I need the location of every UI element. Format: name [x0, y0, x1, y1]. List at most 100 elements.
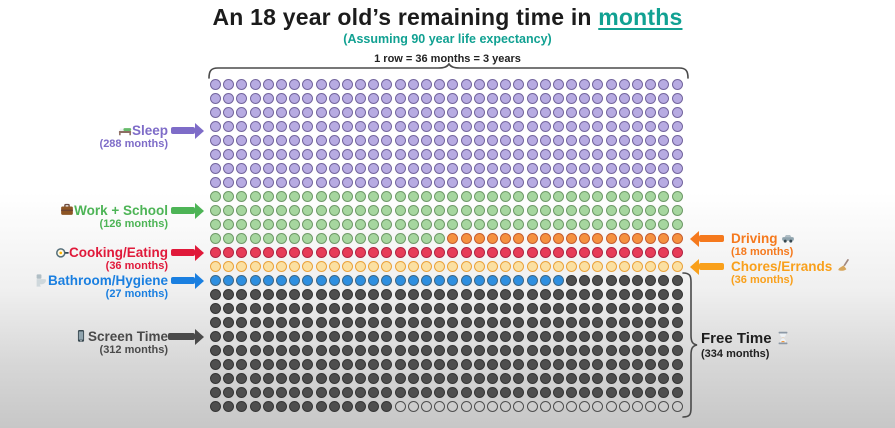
month-dot-sleep	[368, 93, 380, 104]
month-dot-screen	[486, 359, 498, 370]
month-dot-screen	[460, 317, 472, 328]
month-dot-bathroom	[341, 275, 353, 286]
month-dot-screen	[658, 345, 670, 356]
month-dot-sleep	[671, 107, 683, 118]
month-dot-chores	[328, 261, 340, 272]
month-dot-chores	[592, 261, 604, 272]
month-dot-driving	[513, 233, 525, 244]
month-dot-work	[381, 219, 393, 230]
month-dot-sleep	[632, 177, 643, 188]
month-dot-sleep	[460, 177, 472, 188]
bathroom-months: (27 months)	[105, 288, 168, 300]
month-dot-sleep	[592, 121, 604, 132]
month-dot-cooking	[671, 247, 683, 258]
month-dot-screen	[632, 303, 643, 314]
month-dot-sleep	[421, 93, 432, 104]
month-dot-sleep	[421, 177, 432, 188]
driving-arrow	[690, 230, 724, 247]
month-dot-screen	[289, 317, 301, 328]
month-dot-screen	[328, 359, 340, 370]
month-dot-sleep	[539, 177, 551, 188]
month-dot-sleep	[447, 177, 459, 188]
month-dot-work	[605, 219, 617, 230]
month-dot-chores	[539, 261, 551, 272]
month-dot-sleep	[513, 135, 525, 146]
month-dot-sleep	[210, 163, 221, 174]
month-dot-bathroom	[368, 275, 380, 286]
month-dot-driving	[579, 233, 591, 244]
month-dot-screen	[210, 331, 221, 342]
month-dot-sleep	[645, 149, 657, 160]
month-dot-screen	[236, 401, 248, 412]
month-dot-screen	[210, 317, 221, 328]
month-dot-driving	[645, 233, 657, 244]
month-dot-sleep	[671, 177, 683, 188]
month-dot-cooking	[645, 247, 657, 258]
month-dot-screen	[368, 359, 380, 370]
title-highlight: months	[598, 4, 683, 30]
month-dot-work	[381, 191, 393, 202]
month-dot-sleep	[341, 149, 353, 160]
month-dot-cooking	[592, 247, 604, 258]
month-dot-sleep	[394, 149, 406, 160]
month-dot-screen	[275, 373, 287, 384]
month-dot-work	[275, 205, 287, 216]
month-dot-sleep	[328, 149, 340, 160]
month-dot-sleep	[579, 149, 591, 160]
month-dot-driving	[618, 233, 630, 244]
month-dot-screen	[632, 317, 643, 328]
month-dot-work	[605, 191, 617, 202]
month-dot-chores	[513, 261, 525, 272]
month-dot-screen	[632, 373, 643, 384]
month-dot-chores	[645, 261, 657, 272]
label-driving: Driving (18 months)	[731, 231, 795, 259]
month-dot-sleep	[526, 121, 538, 132]
month-dot-sleep	[434, 149, 446, 160]
month-dot-sleep	[223, 121, 235, 132]
month-dot-free_hollow	[421, 401, 432, 412]
month-dot-free_hollow	[605, 401, 617, 412]
month-dot-screen	[632, 387, 643, 398]
month-dot-screen	[539, 387, 551, 398]
waffle-row	[210, 93, 683, 104]
month-dot-screen	[632, 359, 643, 370]
month-dot-sleep	[552, 177, 564, 188]
month-dot-screen	[407, 345, 419, 356]
month-dot-work	[262, 205, 274, 216]
month-dot-sleep	[447, 135, 459, 146]
month-dot-cooking	[632, 247, 643, 258]
month-dot-work	[473, 205, 485, 216]
top-brace	[208, 62, 689, 79]
month-dot-screen	[618, 359, 630, 370]
month-dot-screen	[355, 331, 367, 342]
month-dot-screen	[566, 373, 578, 384]
month-dot-work	[368, 191, 380, 202]
month-dot-sleep	[500, 79, 512, 90]
month-dot-sleep	[262, 107, 274, 118]
month-dot-work	[394, 191, 406, 202]
month-dot-sleep	[671, 79, 683, 90]
month-dot-screen	[671, 373, 683, 384]
month-dot-screen	[645, 345, 657, 356]
waffle-row	[210, 219, 683, 230]
month-dot-sleep	[223, 93, 235, 104]
month-dot-work	[645, 205, 657, 216]
month-dot-sleep	[658, 149, 670, 160]
month-dot-free_hollow	[486, 401, 498, 412]
month-dot-sleep	[552, 121, 564, 132]
month-dot-screen	[500, 331, 512, 342]
month-dot-sleep	[566, 79, 578, 90]
month-dot-screen	[592, 387, 604, 398]
month-dot-sleep	[579, 177, 591, 188]
month-dot-sleep	[618, 149, 630, 160]
month-dot-screen	[513, 373, 525, 384]
month-dot-sleep	[473, 149, 485, 160]
month-dot-sleep	[289, 177, 301, 188]
month-dot-sleep	[645, 135, 657, 146]
month-dot-sleep	[407, 135, 419, 146]
month-dot-screen	[526, 289, 538, 300]
month-dot-sleep	[368, 177, 380, 188]
month-dot-sleep	[447, 121, 459, 132]
month-dot-screen	[500, 359, 512, 370]
